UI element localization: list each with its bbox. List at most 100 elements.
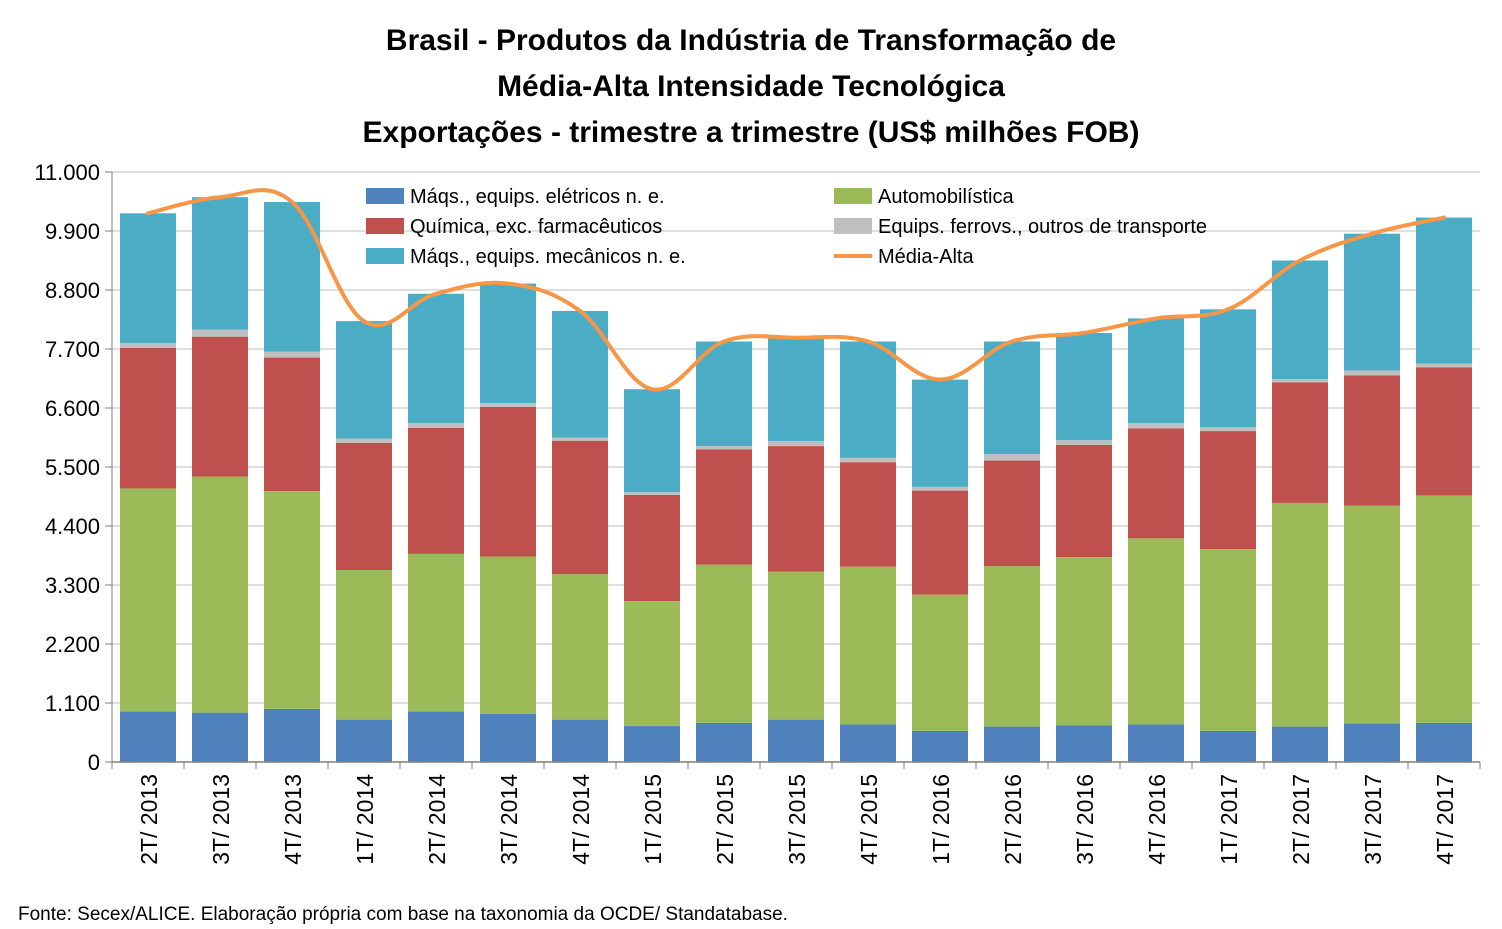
bar-stack — [1056, 332, 1112, 762]
bar-segment — [480, 403, 536, 407]
x-tick-label: 3T/ 2016 — [1072, 774, 1098, 865]
x-tick-label: 4T/ 2017 — [1432, 774, 1458, 865]
x-tick-label: 2T/ 2017 — [1288, 774, 1314, 865]
x-tick-label: 2T/ 2013 — [136, 774, 162, 865]
chart-title: Brasil - Produtos da Indústria de Transf… — [0, 18, 1502, 156]
y-tick-label: 0 — [88, 750, 100, 775]
bar-segment — [1200, 309, 1256, 428]
bar-segment — [984, 566, 1040, 727]
bar-segment — [840, 724, 896, 762]
bar-segment — [1344, 505, 1400, 724]
bar-stack — [1128, 318, 1184, 762]
bar-stack — [1272, 260, 1328, 762]
bar-segment — [336, 442, 392, 570]
bar-segment — [192, 712, 248, 762]
legend-item: Máqs., equips. elétricos n. e. — [366, 186, 665, 208]
bar-segment — [696, 341, 752, 447]
legend-label: Química, exc. farmacêuticos — [410, 216, 662, 238]
bar-stack — [1200, 309, 1256, 762]
bar-segment — [696, 722, 752, 762]
bar-segment — [840, 566, 896, 725]
bar-segment — [912, 379, 968, 487]
x-tick-label: 1T/ 2015 — [640, 774, 666, 865]
x-tick-label: 3T/ 2015 — [784, 774, 810, 865]
bar-segment — [480, 406, 536, 557]
bar-stack — [912, 379, 968, 762]
bar-segment — [480, 556, 536, 714]
legend-item: Máqs., equips. mecânicos n. e. — [366, 246, 686, 268]
bar-segment — [480, 713, 536, 762]
bar-segment — [840, 462, 896, 567]
bar-segment — [1272, 726, 1328, 762]
legend-label: Máqs., equips. mecânicos n. e. — [410, 246, 686, 268]
legend-swatch — [366, 188, 404, 204]
legend-swatch — [834, 188, 872, 204]
bar-segment — [768, 337, 824, 442]
bar-stack — [1344, 233, 1400, 762]
bar-segment — [984, 460, 1040, 567]
bar-segment — [264, 357, 320, 492]
legend-label: Média-Alta — [878, 246, 974, 268]
legend-swatch — [366, 248, 404, 264]
bar-segment — [1200, 431, 1256, 550]
x-tick-label: 4T/ 2016 — [1144, 774, 1170, 865]
bar-segment — [1416, 495, 1472, 723]
bar-stack — [1416, 217, 1472, 762]
bar-segment — [1200, 549, 1256, 731]
bar-segment — [552, 719, 608, 762]
bar-segment — [1416, 722, 1472, 762]
bar-segment — [1416, 367, 1472, 496]
x-tick-label: 3T/ 2017 — [1360, 774, 1386, 865]
axes: 0 1.100 2.200 3.300 4.400 5.500 6.600 7.700 8.80… — [34, 160, 1481, 865]
bar-segment — [840, 457, 896, 463]
bar-segment — [408, 293, 464, 424]
bar-segment — [408, 423, 464, 428]
legend-label: Equips. ferrovs., outros de transporte — [878, 216, 1207, 238]
bar-segment — [984, 454, 1040, 461]
bar-segment — [1416, 217, 1472, 364]
bar-segment — [696, 564, 752, 723]
bar-segment — [192, 336, 248, 477]
bar-segment — [1344, 233, 1400, 371]
legend: Máqs., equips. elétricos n. e. Química, e… — [366, 186, 1207, 268]
bar-segment — [624, 492, 680, 495]
bar-segment — [192, 329, 248, 337]
bar-segment — [696, 446, 752, 450]
x-tick-label: 2T/ 2015 — [712, 774, 738, 865]
line-media-alta — [146, 188, 1446, 392]
bar-segment — [1056, 725, 1112, 762]
bar-segment — [1344, 375, 1400, 506]
y-tick-label: 7.700 — [45, 337, 100, 362]
x-tick-label: 4T/ 2013 — [280, 774, 306, 865]
bar-segment — [696, 449, 752, 565]
bar-segment — [1272, 260, 1328, 380]
y-tick-label: 11.000 — [34, 160, 100, 185]
x-tick-label: 2T/ 2014 — [424, 774, 450, 865]
bar-segment — [1200, 427, 1256, 432]
bar-segment — [1056, 440, 1112, 446]
y-tick-label: 8.800 — [45, 278, 100, 303]
x-tick-label: 1T/ 2014 — [352, 774, 378, 865]
legend-item: Equips. ferrovs., outros de transporte — [834, 216, 1207, 238]
legend-swatch — [366, 218, 404, 234]
y-tick-label: 4.400 — [45, 514, 100, 539]
bar-segment — [408, 427, 464, 554]
bar-segment — [624, 601, 680, 727]
bar-segment — [768, 719, 824, 762]
bar-segment — [480, 283, 536, 404]
bar-segment — [264, 351, 320, 358]
bar-segment — [336, 719, 392, 762]
bar-segment — [552, 437, 608, 441]
legend-item: Média-Alta — [834, 246, 974, 268]
bar-segment — [336, 321, 392, 439]
bar-segment — [408, 553, 464, 712]
legend-label: Máqs., equips. elétricos n. e. — [410, 186, 665, 208]
bar-segment — [120, 343, 176, 348]
bar-stack — [696, 341, 752, 762]
bar-stack — [624, 389, 680, 762]
chart-title-line-1: Brasil - Produtos da Indústria de Transf… — [385, 24, 1117, 57]
bar-segment — [120, 213, 176, 344]
bar-stacks — [120, 197, 1472, 762]
bar-segment — [192, 197, 248, 330]
bar-segment — [1344, 370, 1400, 376]
